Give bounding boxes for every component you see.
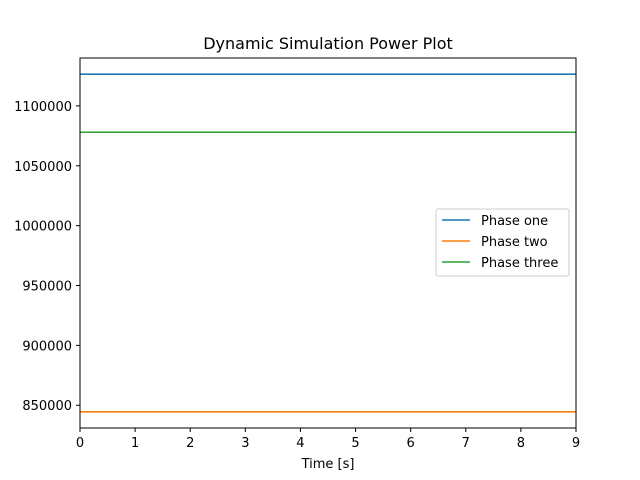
series-layer (80, 73, 576, 413)
legend-entry-2: Phase two (481, 235, 548, 250)
x-tick-label: 1 (131, 436, 139, 451)
y-tick-label: 1100000 (14, 100, 72, 115)
x-tick-label: 6 (407, 436, 415, 451)
chart-title: Dynamic Simulation Power Plot (203, 34, 453, 53)
x-tick-label: 7 (462, 436, 470, 451)
legend-entry-3: Phase three (481, 256, 558, 271)
x-tick-label: 3 (241, 436, 249, 451)
legend-box (435, 208, 570, 277)
x-tick-label: 8 (517, 436, 525, 451)
axes-layer: 0 1 2 3 4 5 6 7 8 9 850000 900000 950000 1000000 10500… (14, 57, 580, 451)
x-tick-label: 4 (296, 436, 304, 451)
plot-frame (79, 57, 577, 429)
y-tick-label: 900000 (22, 339, 72, 354)
x-tick-label: 2 (186, 436, 194, 451)
x-tick-label: 0 (76, 436, 84, 451)
y-tick-label: 850000 (22, 399, 72, 414)
y-tick-label: 950000 (22, 280, 72, 295)
legend-entry-1: Phase one (481, 214, 548, 229)
x-tick-label: 9 (572, 436, 580, 451)
legend: Phase one Phase two Phase three (435, 208, 570, 277)
x-axis-label: Time [s] (301, 457, 355, 472)
y-tick-label: 1050000 (14, 160, 72, 175)
y-tick-label: 1000000 (14, 220, 72, 235)
x-tick-label: 5 (351, 436, 359, 451)
